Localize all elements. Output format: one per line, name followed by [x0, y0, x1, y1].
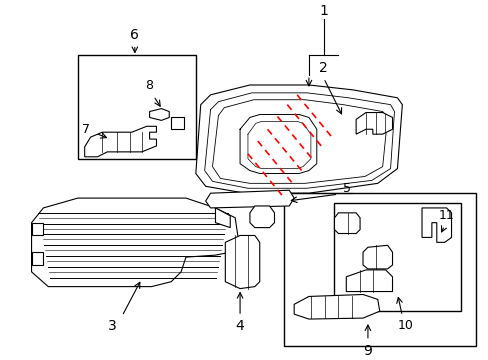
Polygon shape — [149, 109, 169, 120]
Polygon shape — [32, 223, 43, 235]
Bar — [78, 55, 195, 159]
Polygon shape — [171, 117, 183, 129]
Text: 5: 5 — [343, 182, 350, 195]
Polygon shape — [195, 85, 402, 193]
Text: 11: 11 — [438, 209, 453, 222]
Polygon shape — [346, 270, 392, 292]
Polygon shape — [334, 213, 359, 234]
Text: 8: 8 — [145, 80, 153, 93]
Text: 1: 1 — [319, 4, 327, 18]
Text: 9: 9 — [363, 343, 371, 357]
Polygon shape — [421, 208, 450, 242]
Polygon shape — [205, 190, 294, 208]
Polygon shape — [84, 126, 156, 157]
Text: 3: 3 — [108, 319, 116, 333]
Polygon shape — [32, 252, 43, 265]
Bar — [284, 193, 475, 346]
Polygon shape — [249, 206, 274, 228]
Text: 6: 6 — [130, 28, 139, 42]
Text: 4: 4 — [235, 319, 244, 333]
Bar — [333, 203, 460, 311]
Polygon shape — [215, 208, 230, 228]
Polygon shape — [225, 235, 259, 289]
Polygon shape — [32, 198, 238, 287]
Polygon shape — [294, 294, 379, 319]
Text: 10: 10 — [397, 319, 412, 332]
Text: 2: 2 — [319, 61, 327, 75]
Text: 7: 7 — [81, 123, 89, 136]
Polygon shape — [355, 113, 392, 134]
Polygon shape — [362, 245, 392, 269]
